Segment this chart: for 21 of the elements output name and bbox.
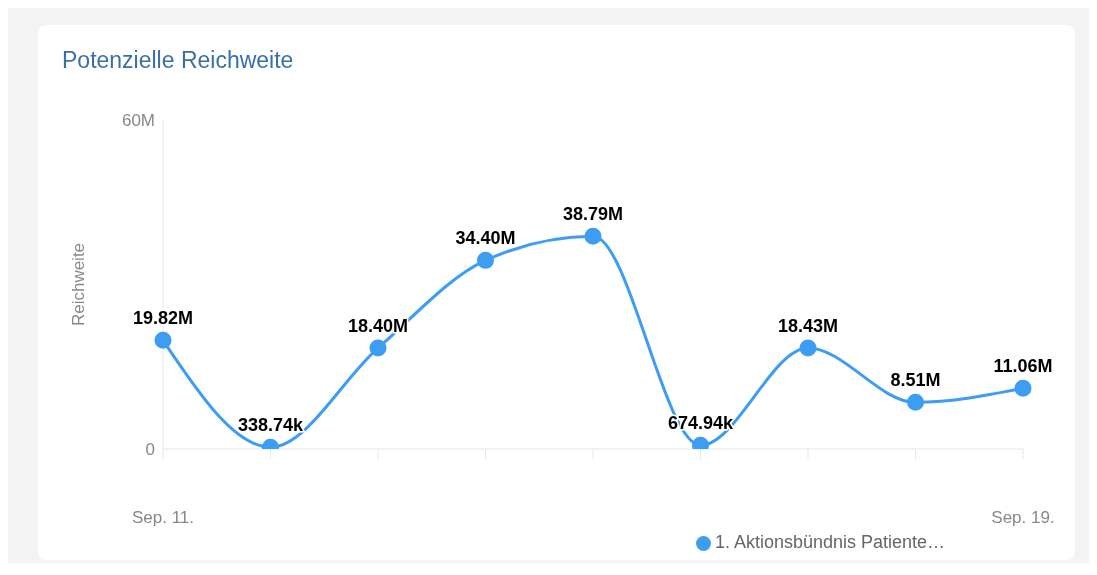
legend-label: 1. Aktionsbündnis Patiente… <box>714 532 946 552</box>
point <box>154 331 172 349</box>
chart-title: Potenzielle Reichweite <box>62 47 294 74</box>
point <box>369 339 387 357</box>
data-label: 338.74k <box>237 415 305 436</box>
x-tick-label: Sep. 11. <box>131 508 195 528</box>
data-label: 18.43M <box>777 315 839 336</box>
point <box>584 227 602 245</box>
data-label: 34.40M <box>455 228 516 249</box>
y-axis-title: Reichweite <box>69 242 89 327</box>
y-tick-label: 0 <box>145 440 155 460</box>
point <box>907 393 924 411</box>
y-tick-label: 60M <box>121 111 155 131</box>
point <box>477 251 494 269</box>
x-tick-label: Sep. 19. <box>991 508 1055 528</box>
point <box>799 339 817 357</box>
data-label: 19.82M <box>132 308 194 329</box>
data-label: 11.06M <box>993 356 1053 377</box>
point <box>1014 379 1032 397</box>
data-label: 38.79M <box>562 204 624 225</box>
data-label: 8.51M <box>890 370 941 391</box>
